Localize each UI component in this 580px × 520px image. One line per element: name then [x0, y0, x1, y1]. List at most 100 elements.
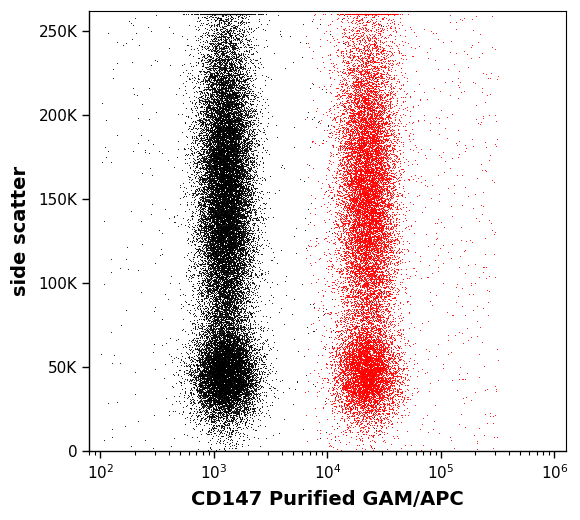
Point — [234, 278, 243, 286]
Point — [221, 313, 230, 321]
Point — [237, 367, 246, 375]
Point — [379, 10, 389, 19]
Point — [242, 85, 251, 93]
Point — [211, 108, 220, 116]
Point — [358, 373, 368, 381]
Point — [229, 255, 238, 264]
Point — [359, 207, 368, 216]
Point — [209, 264, 219, 272]
Point — [209, 10, 218, 19]
Point — [212, 371, 222, 379]
Point — [379, 294, 389, 302]
Point — [253, 354, 262, 362]
Point — [211, 115, 220, 123]
Point — [230, 354, 239, 362]
Point — [361, 366, 370, 374]
Point — [210, 209, 219, 217]
Point — [230, 139, 239, 148]
Point — [253, 225, 262, 233]
Point — [230, 195, 239, 203]
Point — [320, 216, 329, 224]
Point — [223, 357, 233, 365]
Point — [343, 284, 352, 292]
Point — [235, 313, 244, 321]
Point — [231, 68, 240, 76]
Point — [408, 200, 418, 208]
Point — [370, 387, 379, 395]
Point — [354, 114, 363, 122]
Point — [205, 109, 215, 118]
Point — [370, 268, 379, 277]
Point — [217, 167, 226, 175]
Point — [374, 164, 383, 172]
Point — [198, 372, 207, 380]
Point — [242, 230, 252, 238]
Point — [346, 204, 355, 213]
Point — [357, 305, 367, 314]
Point — [224, 395, 233, 403]
Point — [241, 236, 251, 244]
Point — [348, 343, 357, 352]
Point — [368, 10, 377, 19]
Point — [210, 185, 219, 193]
Point — [234, 227, 243, 236]
Point — [207, 379, 216, 387]
Point — [241, 180, 251, 189]
Point — [226, 292, 235, 300]
Point — [216, 392, 225, 400]
Point — [202, 371, 211, 380]
Point — [184, 300, 194, 308]
Point — [349, 344, 358, 352]
Point — [209, 254, 218, 263]
Point — [360, 372, 369, 380]
Point — [198, 108, 208, 116]
Point — [345, 370, 354, 378]
Point — [231, 224, 241, 232]
Point — [231, 65, 241, 73]
Point — [219, 270, 228, 278]
Point — [207, 91, 216, 99]
Point — [346, 179, 355, 188]
Point — [215, 176, 224, 185]
Point — [382, 144, 391, 152]
Point — [245, 399, 255, 408]
Point — [365, 121, 374, 129]
Point — [208, 221, 217, 229]
Point — [207, 58, 216, 66]
Point — [367, 223, 376, 231]
Point — [218, 128, 227, 137]
Point — [242, 398, 251, 407]
Point — [223, 420, 232, 428]
Point — [195, 137, 205, 145]
Point — [244, 356, 253, 365]
Point — [362, 360, 372, 368]
Point — [374, 158, 383, 166]
Point — [350, 239, 359, 248]
Point — [361, 267, 370, 275]
Point — [201, 287, 210, 295]
Point — [213, 261, 222, 269]
Point — [246, 157, 255, 165]
Point — [212, 205, 221, 214]
Point — [230, 128, 239, 136]
Point — [356, 164, 365, 173]
Point — [365, 363, 375, 372]
Point — [209, 117, 219, 125]
Point — [394, 243, 404, 252]
Point — [351, 312, 360, 320]
Point — [227, 222, 236, 230]
Point — [231, 198, 241, 206]
Point — [358, 140, 368, 148]
Point — [225, 244, 234, 253]
Point — [229, 269, 238, 277]
Point — [229, 202, 238, 210]
Point — [343, 59, 352, 68]
Point — [243, 201, 252, 209]
Point — [214, 282, 223, 290]
Point — [209, 250, 219, 258]
Point — [396, 269, 405, 278]
Point — [246, 370, 255, 378]
Point — [346, 340, 356, 348]
Point — [355, 196, 364, 204]
Point — [383, 384, 393, 393]
